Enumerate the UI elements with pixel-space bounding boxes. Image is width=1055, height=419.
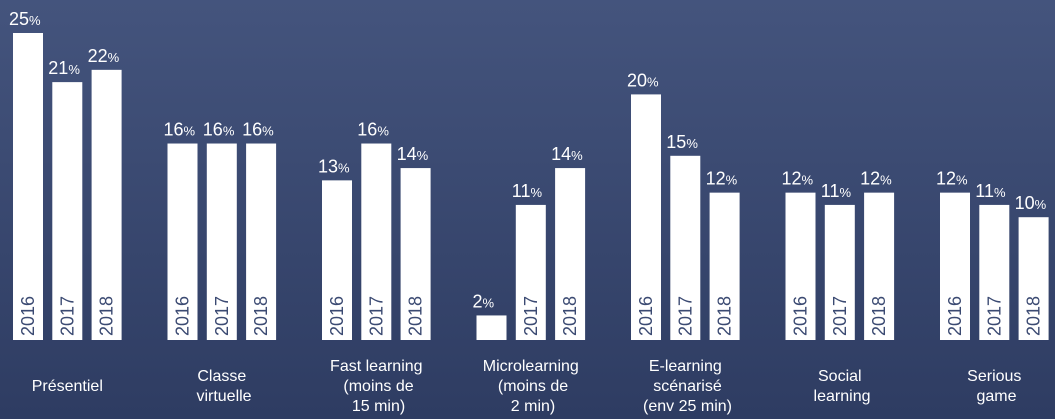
bar [709,192,740,340]
bar [322,180,352,340]
bar [167,143,198,340]
series-label: 2016 [173,296,193,336]
series-label: 2017 [521,296,541,336]
bar [400,168,431,340]
series-label: 2017 [984,296,1004,336]
x-tick-label: Classe virtuelle [192,368,252,405]
x-tick-label: Fast learning (moins de 15 min) [330,358,423,415]
series-label: 2018 [406,296,426,336]
value-label: 13% [318,156,350,176]
bar [824,204,855,340]
bar [246,143,277,340]
series-label: 2018 [97,296,117,336]
value-label: 2% [473,291,495,311]
value-label: 15% [666,132,698,152]
value-label: 22% [88,46,120,66]
value-label: 10% [1015,193,1047,213]
series-label: 2016 [636,296,656,336]
x-tick-label: Serious game [967,368,1021,405]
value-label: 21% [48,58,80,78]
value-label: 16% [357,120,389,140]
series-label: 2016 [327,296,347,336]
series-label: 2018 [560,296,580,336]
value-label: 12% [860,169,892,189]
series-label: 2018 [251,296,271,336]
value-label: 25% [9,9,41,29]
bar [476,315,507,340]
series-label: 2016 [18,296,38,336]
series-label: 2017 [675,296,695,336]
bar [555,168,586,340]
bar [361,143,392,340]
bar [979,204,1010,340]
series-label: 2017 [830,296,850,336]
bar [670,155,701,340]
value-label: 16% [242,120,274,140]
series-label: 2018 [715,296,735,336]
series-label: 2018 [1024,296,1044,336]
value-label: 16% [164,120,196,140]
series-label: 2018 [869,296,889,336]
value-label: 14% [551,144,583,164]
bar [785,192,816,340]
value-label: 14% [397,144,429,164]
bar [13,33,43,340]
bar [515,204,546,340]
value-label: 20% [627,70,659,90]
series-label: 2017 [212,296,232,336]
x-tick-label: Présentiel [32,378,103,395]
bar [1018,217,1049,340]
value-label: 16% [203,120,235,140]
value-label: 11% [975,181,1006,201]
bar [864,192,895,340]
value-label: 12% [782,169,814,189]
bar [91,69,122,340]
value-label: 12% [936,169,968,189]
value-label: 12% [706,169,738,189]
value-label: 11% [512,181,543,201]
series-label: 2017 [57,296,77,336]
bar [631,94,661,341]
x-tick-label: Social learning [809,368,870,405]
x-tick-label: E-learning scénarisé (env 25 min) [639,358,732,415]
value-label: 11% [821,181,852,201]
x-tick-label: Microlearning (moins de 2 min) [483,358,579,415]
series-label: 2016 [791,296,811,336]
bar [206,143,237,340]
bar [52,82,83,341]
series-label: 2017 [366,296,386,336]
bar [940,192,970,340]
series-label: 2016 [945,296,965,336]
